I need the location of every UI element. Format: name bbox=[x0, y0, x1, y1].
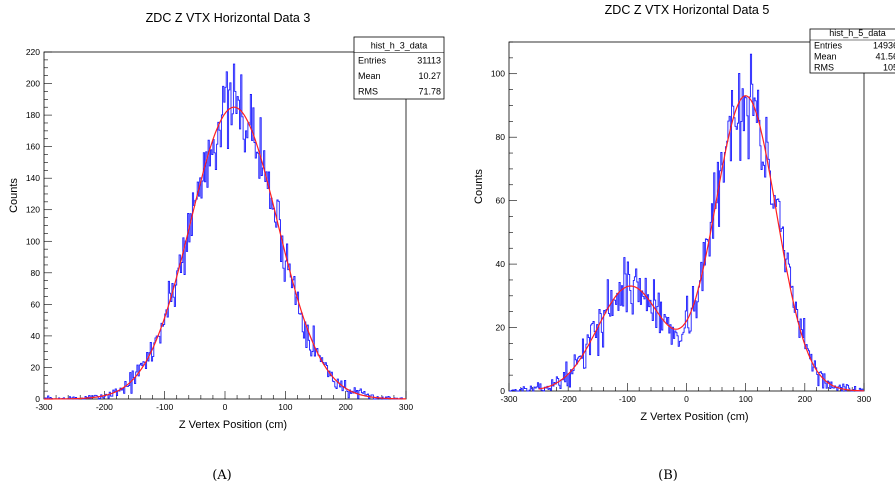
histogram-series bbox=[44, 63, 406, 400]
y-tick-label: 0 bbox=[500, 386, 505, 396]
chart-title: ZDC Z VTX Horizontal Data 3 bbox=[146, 11, 311, 25]
x-tick-label: -100 bbox=[156, 402, 173, 412]
x-tick-label: -300 bbox=[500, 394, 517, 404]
y-axis-label: Counts bbox=[8, 178, 20, 213]
y-tick-label: 80 bbox=[496, 132, 506, 142]
stats-label-entries: Entries bbox=[358, 56, 387, 66]
y-tick-label: 100 bbox=[491, 69, 505, 79]
stats-value-rms: 105 bbox=[883, 63, 895, 73]
fit-curve bbox=[44, 106, 406, 400]
stats-label-mean: Mean bbox=[814, 52, 837, 62]
stats-box: hist_h_3_data Entries 31113 Mean 10.27 RMS 71.… bbox=[353, 36, 445, 100]
histogram-series bbox=[509, 53, 864, 392]
y-tick-label: 20 bbox=[496, 323, 506, 333]
x-axis-label: Z Vertex Position (cm) bbox=[179, 419, 287, 431]
y-tick-label: 80 bbox=[31, 268, 41, 278]
x-tick-label: -200 bbox=[560, 394, 577, 404]
stats-value-entries: 14936 bbox=[873, 41, 895, 51]
chart-title: ZDC Z VTX Horizontal Data 5 bbox=[605, 3, 770, 17]
y-tick-label: 60 bbox=[496, 196, 506, 206]
x-tick-label: 100 bbox=[278, 402, 292, 412]
y-tick-label: 40 bbox=[496, 259, 506, 269]
stats-label-mean: Mean bbox=[358, 71, 381, 81]
y-tick-label: 180 bbox=[26, 110, 40, 120]
stats-box: hist_h_5_data Entries 14936 Mean 41.56 RMS 105 bbox=[809, 28, 895, 74]
stats-label-rms: RMS bbox=[358, 87, 378, 97]
stats-value-mean: 10.27 bbox=[418, 71, 441, 81]
y-tick-label: 60 bbox=[31, 299, 41, 309]
y-tick-label: 220 bbox=[26, 47, 40, 57]
x-tick-label: 100 bbox=[739, 394, 753, 404]
fit-curve bbox=[538, 95, 864, 392]
stats-box-frame bbox=[809, 28, 895, 74]
y-tick-label: 20 bbox=[31, 362, 41, 372]
stats-box-name: hist_h_5_data bbox=[829, 28, 886, 38]
y-tick-label: 100 bbox=[26, 236, 40, 246]
panel-caption: (A) bbox=[212, 468, 232, 483]
y-tick-label: 0 bbox=[35, 394, 40, 404]
chart-1: ZDC Z VTX Horizontal Data 3 0 20 40 60 80 100 1… bbox=[8, 11, 445, 483]
x-tick-label: -300 bbox=[35, 402, 52, 412]
chart-2: ZDC Z VTX Horizontal Data 5 0 20 40 60 80 100 -… bbox=[473, 3, 895, 483]
x-tick-label: 0 bbox=[684, 394, 689, 404]
x-axis-label: Z Vertex Position (cm) bbox=[640, 411, 748, 423]
y-tick-label: 120 bbox=[26, 205, 40, 215]
x-tick-label: -200 bbox=[96, 402, 113, 412]
panel-caption: (B) bbox=[658, 468, 678, 483]
plot-frame bbox=[43, 51, 407, 400]
stats-value-rms: 71.78 bbox=[418, 87, 441, 97]
x-tick-label: 300 bbox=[857, 394, 871, 404]
y-tick-label: 200 bbox=[26, 79, 40, 89]
x-tick-label: 300 bbox=[399, 402, 413, 412]
stats-value-entries: 31113 bbox=[417, 56, 441, 66]
x-tick-label: 0 bbox=[223, 402, 228, 412]
x-tick-label: 200 bbox=[798, 394, 812, 404]
y-tick-label: 140 bbox=[26, 173, 40, 183]
stats-label-rms: RMS bbox=[814, 63, 834, 73]
y-tick-label: 40 bbox=[31, 331, 41, 341]
x-tick-label: 200 bbox=[339, 402, 353, 412]
stats-value-mean: 41.56 bbox=[875, 52, 895, 62]
x-tick-label: -100 bbox=[619, 394, 636, 404]
plot-frame bbox=[508, 41, 865, 392]
stats-box-frame bbox=[353, 36, 445, 100]
y-tick-label: 160 bbox=[26, 142, 40, 152]
stats-box-name: hist_h_3_data bbox=[371, 41, 428, 51]
y-axis-label: Counts bbox=[473, 169, 485, 204]
stats-label-entries: Entries bbox=[814, 41, 843, 51]
